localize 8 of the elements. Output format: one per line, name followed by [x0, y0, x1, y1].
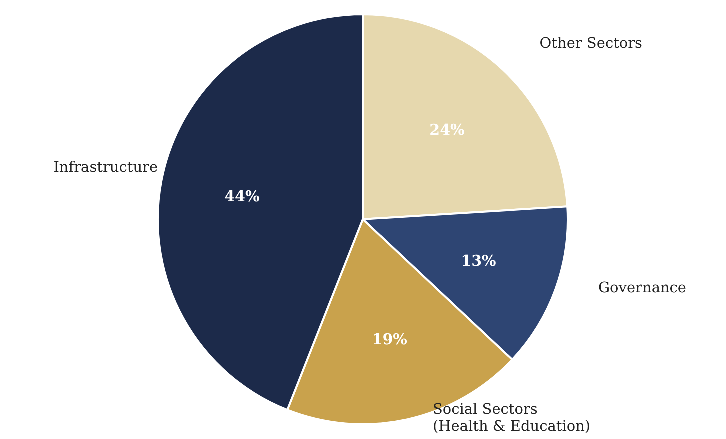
slice-label: Governance — [598, 280, 687, 297]
data-label: 19% — [372, 330, 408, 349]
slice-label: Other Sectors — [540, 36, 643, 52]
data-label: 44% — [224, 187, 260, 206]
slice-label: Social Sectors (Health & Education) — [432, 402, 591, 435]
data-label: 13% — [461, 252, 496, 270]
data-label: 24% — [430, 120, 465, 139]
slice-label: Infrastructure — [54, 160, 158, 176]
